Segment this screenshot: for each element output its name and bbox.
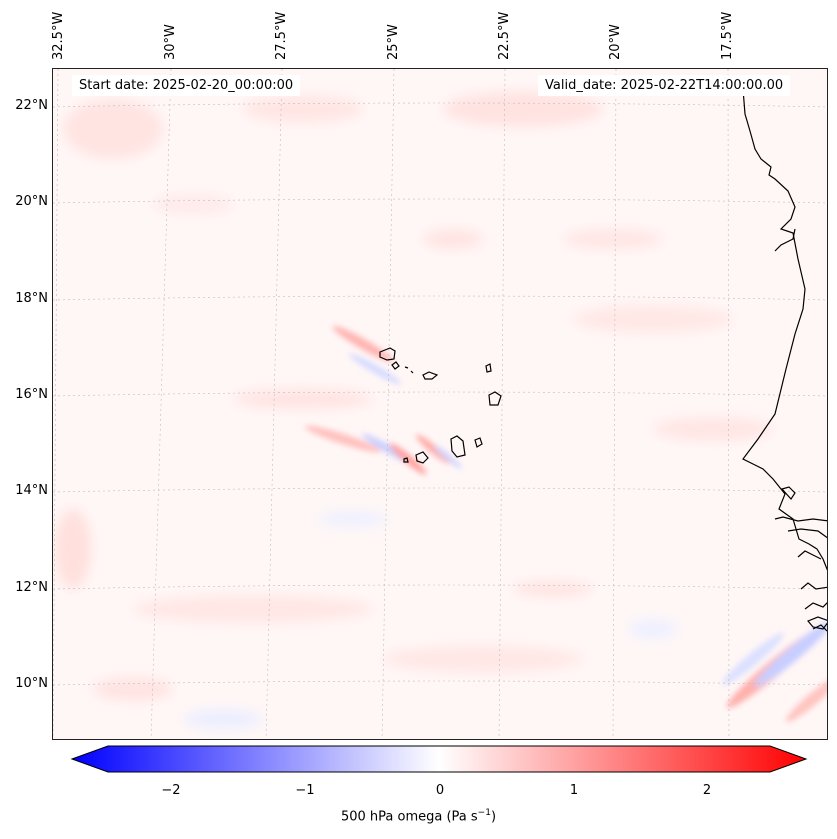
lat-tick-label: 16°N bbox=[15, 387, 48, 402]
valid-date-label: Valid_date: 2025-02-22T14:00:00.00 bbox=[538, 75, 791, 96]
omega-wave-bands bbox=[304, 325, 827, 722]
lon-tick-label: 20°W bbox=[608, 24, 623, 60]
lat-tick-label: 22°N bbox=[15, 98, 48, 113]
lat-tick-label: 20°N bbox=[15, 194, 48, 209]
colorbar-tick-label: 2 bbox=[702, 783, 712, 798]
cape-verde-islands bbox=[379, 347, 502, 464]
omega-patches bbox=[55, 91, 773, 729]
colorbar bbox=[70, 745, 808, 773]
lat-tick-label: 12°N bbox=[15, 580, 48, 595]
map-panel[interactable] bbox=[52, 68, 828, 740]
african-coastline bbox=[742, 88, 827, 632]
graticule bbox=[53, 69, 827, 739]
lon-tick-label: 27.5°W bbox=[274, 11, 289, 60]
colorbar-tick-label: 0 bbox=[435, 783, 445, 798]
lon-tick-label: 30°W bbox=[163, 24, 178, 60]
colorbar-tick-label: −1 bbox=[295, 783, 315, 798]
lon-tick-label: 17.5°W bbox=[720, 11, 735, 60]
colorbar-label: 500 hPa omega (Pa s−1) bbox=[340, 808, 497, 825]
lat-tick-label: 18°N bbox=[15, 291, 48, 306]
lon-tick-label: 32.5°W bbox=[51, 11, 66, 60]
colorbar-tick-label: −2 bbox=[161, 783, 181, 798]
colorbar-gradient bbox=[70, 745, 808, 773]
colorbar-tick-label: 1 bbox=[569, 783, 579, 798]
lat-tick-label: 10°N bbox=[15, 676, 48, 691]
lat-tick-label: 14°N bbox=[15, 483, 48, 498]
omega-field-map bbox=[53, 69, 827, 739]
field-background bbox=[53, 69, 827, 739]
lon-tick-label: 25°W bbox=[386, 24, 401, 60]
lon-tick-label: 22.5°W bbox=[497, 11, 512, 60]
start-date-label: Start date: 2025-02-20_00:00:00 bbox=[72, 75, 301, 96]
